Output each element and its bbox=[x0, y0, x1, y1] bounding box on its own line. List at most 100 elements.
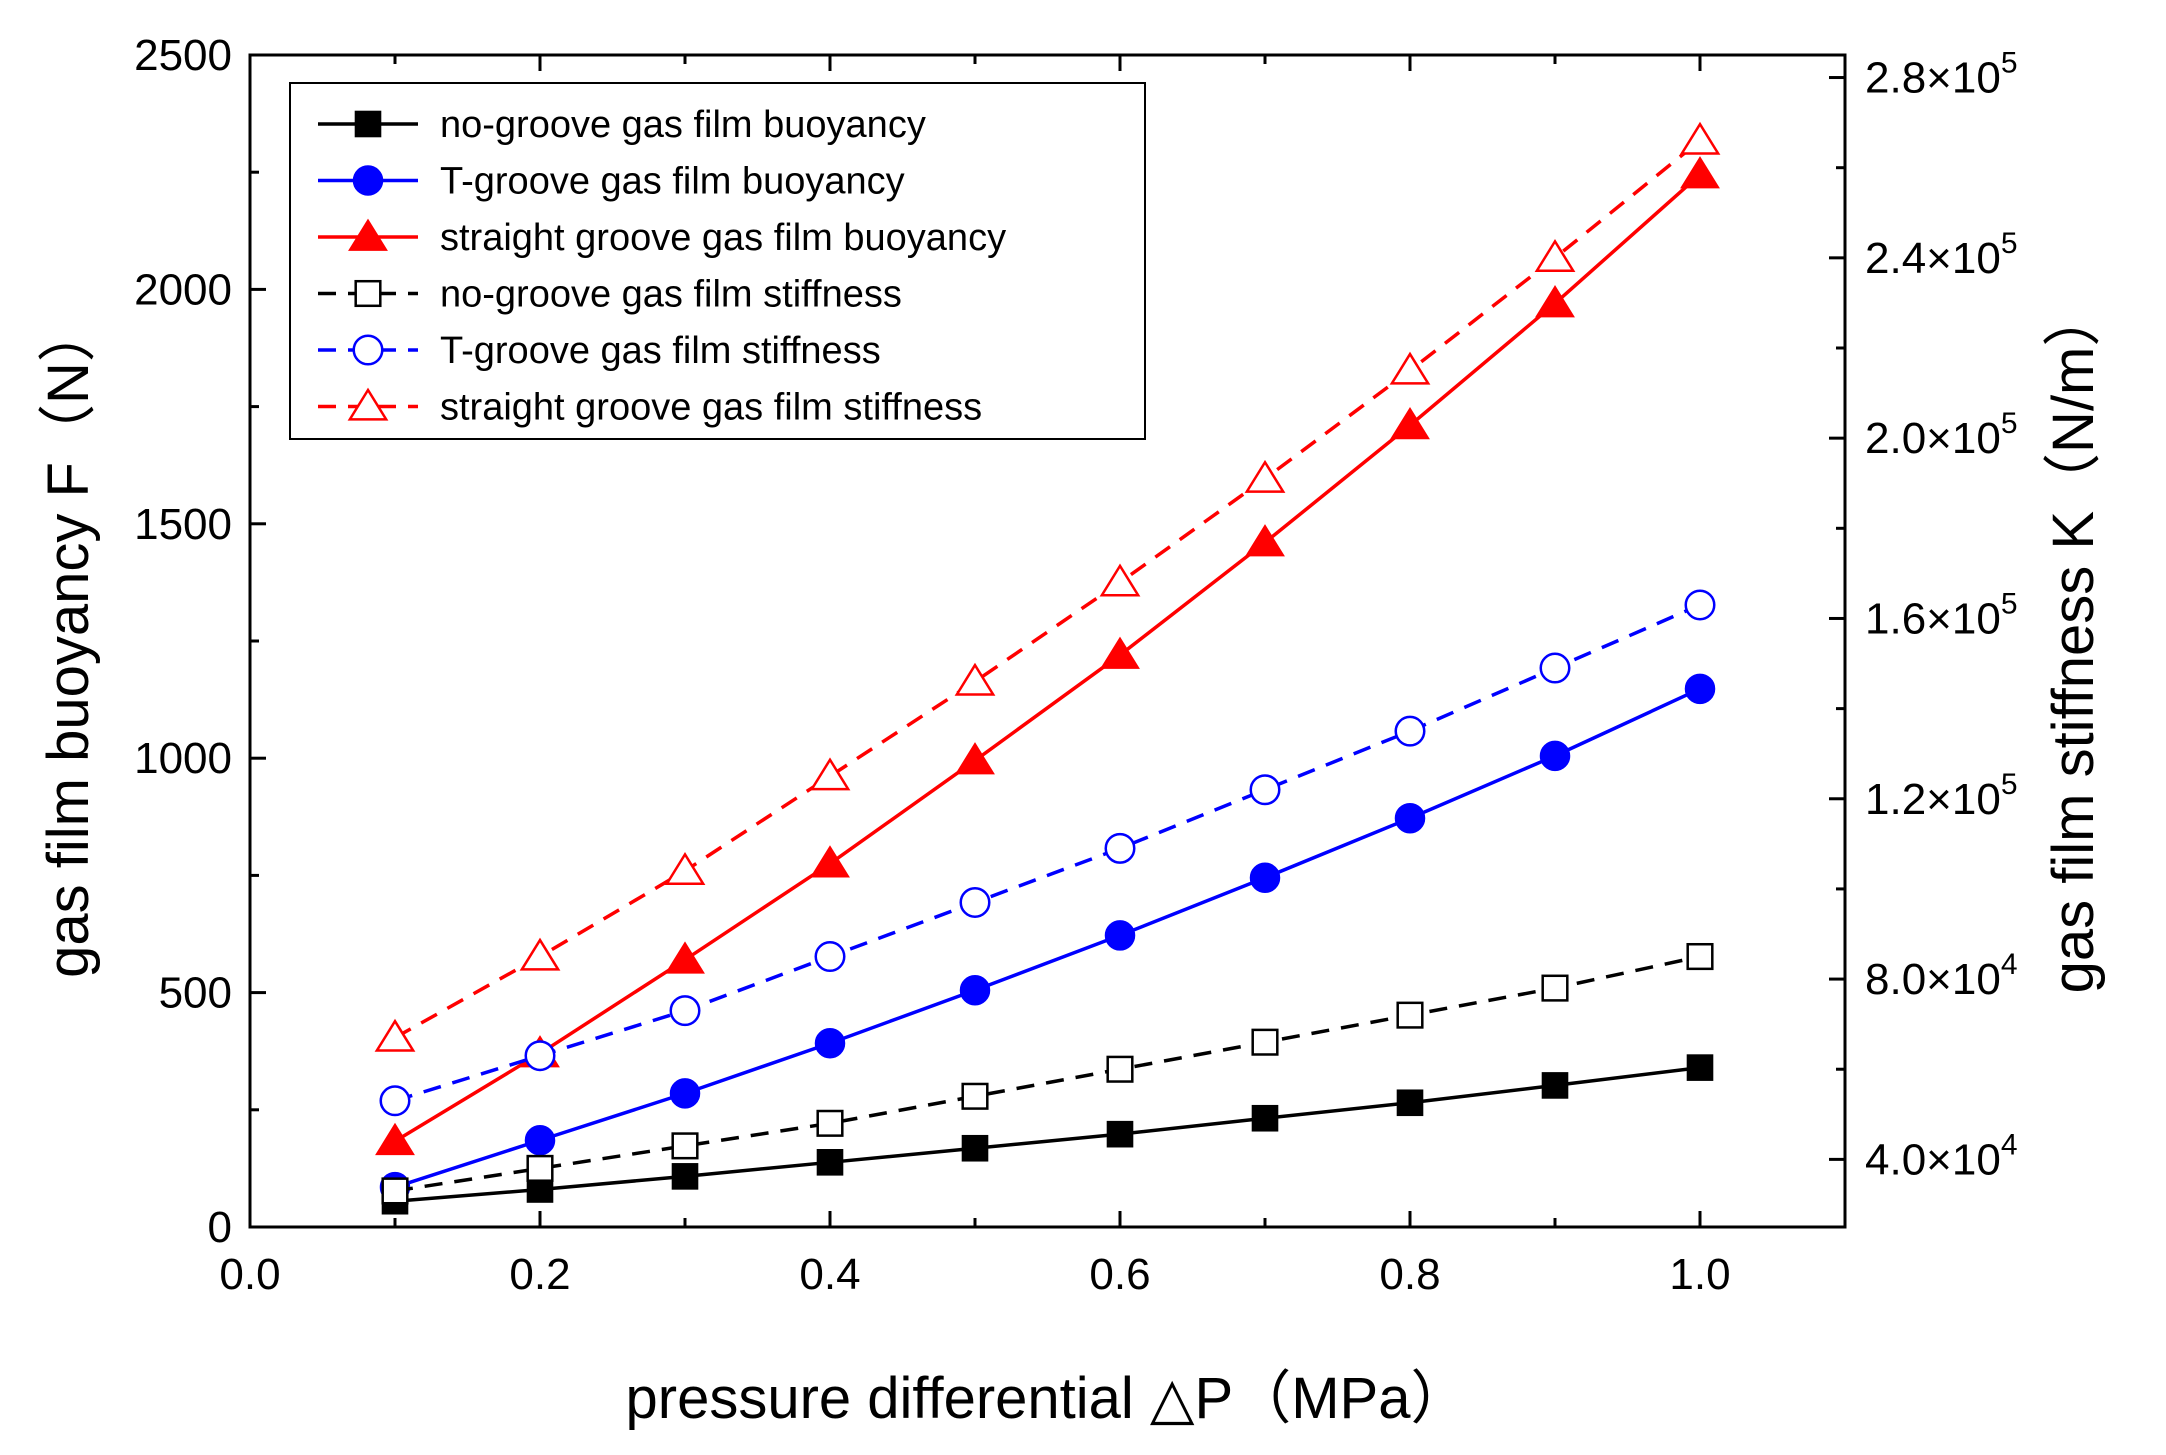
data-point-series-1 bbox=[1106, 1120, 1134, 1148]
series-line-6 bbox=[394, 139, 1702, 1040]
y2-tick-label: 4.0×104 bbox=[1865, 1128, 2018, 1184]
data-point-series-2 bbox=[1249, 862, 1281, 893]
legend-marker-3 bbox=[348, 218, 388, 251]
data-point-series-4 bbox=[1251, 1028, 1279, 1056]
data-point-series-6 bbox=[1099, 563, 1141, 597]
data-point-series-2 bbox=[959, 975, 991, 1006]
data-point-series-5 bbox=[669, 995, 701, 1027]
data-point-series-6 bbox=[374, 1018, 416, 1052]
data-point-series-5 bbox=[524, 1040, 556, 1072]
data-point-series-4 bbox=[1541, 974, 1569, 1002]
data-point-series-4 bbox=[381, 1177, 409, 1205]
data-point-series-5 bbox=[1249, 774, 1281, 806]
legend-label-1: no-groove gas film buoyancy bbox=[440, 104, 926, 146]
data-point-series-5 bbox=[1104, 832, 1136, 864]
data-point-series-1 bbox=[1396, 1089, 1424, 1117]
data-point-series-1 bbox=[1541, 1072, 1569, 1099]
legend-label-2: T-groove gas film buoyancy bbox=[440, 161, 905, 203]
data-point-series-6 bbox=[1679, 121, 1721, 155]
data-point-series-1 bbox=[1251, 1104, 1279, 1132]
x-tick-label: 1.0 bbox=[1669, 1250, 1730, 1299]
data-point-series-6 bbox=[1244, 459, 1286, 493]
data-point-series-3 bbox=[1680, 156, 1720, 189]
x-tick-label: 0.4 bbox=[799, 1250, 860, 1299]
data-point-series-4 bbox=[1106, 1055, 1134, 1083]
data-point-series-3 bbox=[810, 845, 850, 878]
series-line-2 bbox=[394, 687, 1701, 1189]
legend-marker-4 bbox=[354, 279, 382, 308]
y2-tick-label: 1.6×105 bbox=[1865, 587, 2018, 643]
data-point-series-6 bbox=[664, 852, 706, 886]
y2-axis-title: gas film stiffness K（N/m） bbox=[2041, 289, 2106, 994]
y-tick-label: 2500 bbox=[134, 31, 232, 80]
series-line-3 bbox=[394, 173, 1702, 1143]
data-point-series-1 bbox=[671, 1163, 699, 1190]
legend-marker-2 bbox=[352, 165, 384, 196]
data-point-series-5 bbox=[1539, 652, 1571, 684]
legend-label-4: no-groove gas film stiffness bbox=[440, 274, 902, 316]
data-point-series-4 bbox=[671, 1132, 699, 1160]
x-tick-label: 0.8 bbox=[1379, 1250, 1440, 1299]
plot-series bbox=[374, 121, 1721, 1215]
data-point-series-6 bbox=[1534, 238, 1576, 272]
data-point-series-2 bbox=[669, 1078, 701, 1109]
series-line-4 bbox=[394, 954, 1701, 1193]
data-point-series-3 bbox=[1535, 285, 1575, 318]
data-point-series-2 bbox=[1684, 673, 1716, 705]
data-point-series-6 bbox=[809, 757, 851, 791]
data-point-series-3 bbox=[1390, 406, 1430, 440]
data-point-series-5 bbox=[1684, 589, 1716, 621]
legend-label-6: straight groove gas film stiffness bbox=[440, 387, 982, 429]
y2-tick-label: 8.0×104 bbox=[1865, 948, 2018, 1004]
legend-label-5: T-groove gas film stiffness bbox=[440, 330, 881, 372]
data-point-series-4 bbox=[1396, 1001, 1424, 1029]
data-point-series-2 bbox=[1539, 740, 1571, 772]
data-point-series-5 bbox=[1394, 715, 1426, 747]
data-point-series-5 bbox=[959, 886, 991, 918]
data-point-series-3 bbox=[375, 1122, 415, 1156]
data-point-series-6 bbox=[1389, 351, 1431, 385]
data-point-series-4 bbox=[816, 1109, 844, 1137]
data-point-series-1 bbox=[1686, 1054, 1714, 1081]
data-point-series-6 bbox=[519, 937, 561, 971]
data-point-series-5 bbox=[814, 941, 846, 973]
series-line-5 bbox=[394, 603, 1701, 1103]
x-tick-label: 0.0 bbox=[219, 1250, 280, 1299]
legend-marker-6 bbox=[347, 387, 389, 421]
data-point-series-2 bbox=[524, 1125, 556, 1156]
y-tick-label: 1000 bbox=[134, 734, 232, 783]
data-point-series-1 bbox=[961, 1134, 989, 1162]
data-point-series-3 bbox=[1100, 636, 1140, 669]
y2-tick-label: 1.2×105 bbox=[1865, 768, 2018, 824]
data-point-series-4 bbox=[1686, 942, 1714, 971]
data-point-series-3 bbox=[955, 742, 995, 775]
y-tick-label: 2000 bbox=[134, 265, 232, 314]
legend-marker-5 bbox=[352, 334, 384, 366]
y-axis-title: gas film buoyancy F（N） bbox=[36, 304, 101, 978]
legend-box bbox=[289, 82, 1146, 440]
data-point-series-4 bbox=[961, 1082, 989, 1110]
y2-tick-label: 2.4×105 bbox=[1865, 227, 2018, 283]
x-axis: 0.0 0.2 0.4 0.6 0.8 1.0 bbox=[219, 55, 1731, 1299]
data-point-series-2 bbox=[814, 1027, 846, 1059]
series-line-1 bbox=[394, 1065, 1701, 1203]
legend: no-groove gas film buoyancy T-groove gas … bbox=[289, 82, 1146, 440]
y-axis-left: 0 500 1000 1500 2000 2500 bbox=[134, 31, 266, 1252]
x-tick-label: 0.2 bbox=[509, 1250, 570, 1299]
y-tick-label: 0 bbox=[208, 1203, 232, 1252]
data-point-series-5 bbox=[379, 1085, 411, 1117]
x-axis-title: pressure differential △P（MPa） bbox=[626, 1366, 1469, 1431]
y-tick-label: 500 bbox=[159, 969, 232, 1018]
x-tick-label: 0.6 bbox=[1089, 1250, 1150, 1299]
y2-tick-label: 2.0×105 bbox=[1865, 407, 2018, 463]
data-point-series-2 bbox=[1104, 920, 1136, 951]
legend-label-3: straight groove gas film buoyancy bbox=[440, 217, 1006, 259]
data-point-series-3 bbox=[1245, 524, 1285, 557]
data-point-series-4 bbox=[526, 1154, 554, 1182]
y-tick-label: 1500 bbox=[134, 500, 232, 549]
y2-tick-label: 2.8×105 bbox=[1865, 47, 2018, 103]
data-point-series-3 bbox=[665, 941, 705, 974]
data-point-series-6 bbox=[954, 662, 996, 696]
y-axis-right: 4.0×104 8.0×104 1.2×105 1.6×105 2.0×105 2.4×1… bbox=[1829, 47, 2018, 1184]
